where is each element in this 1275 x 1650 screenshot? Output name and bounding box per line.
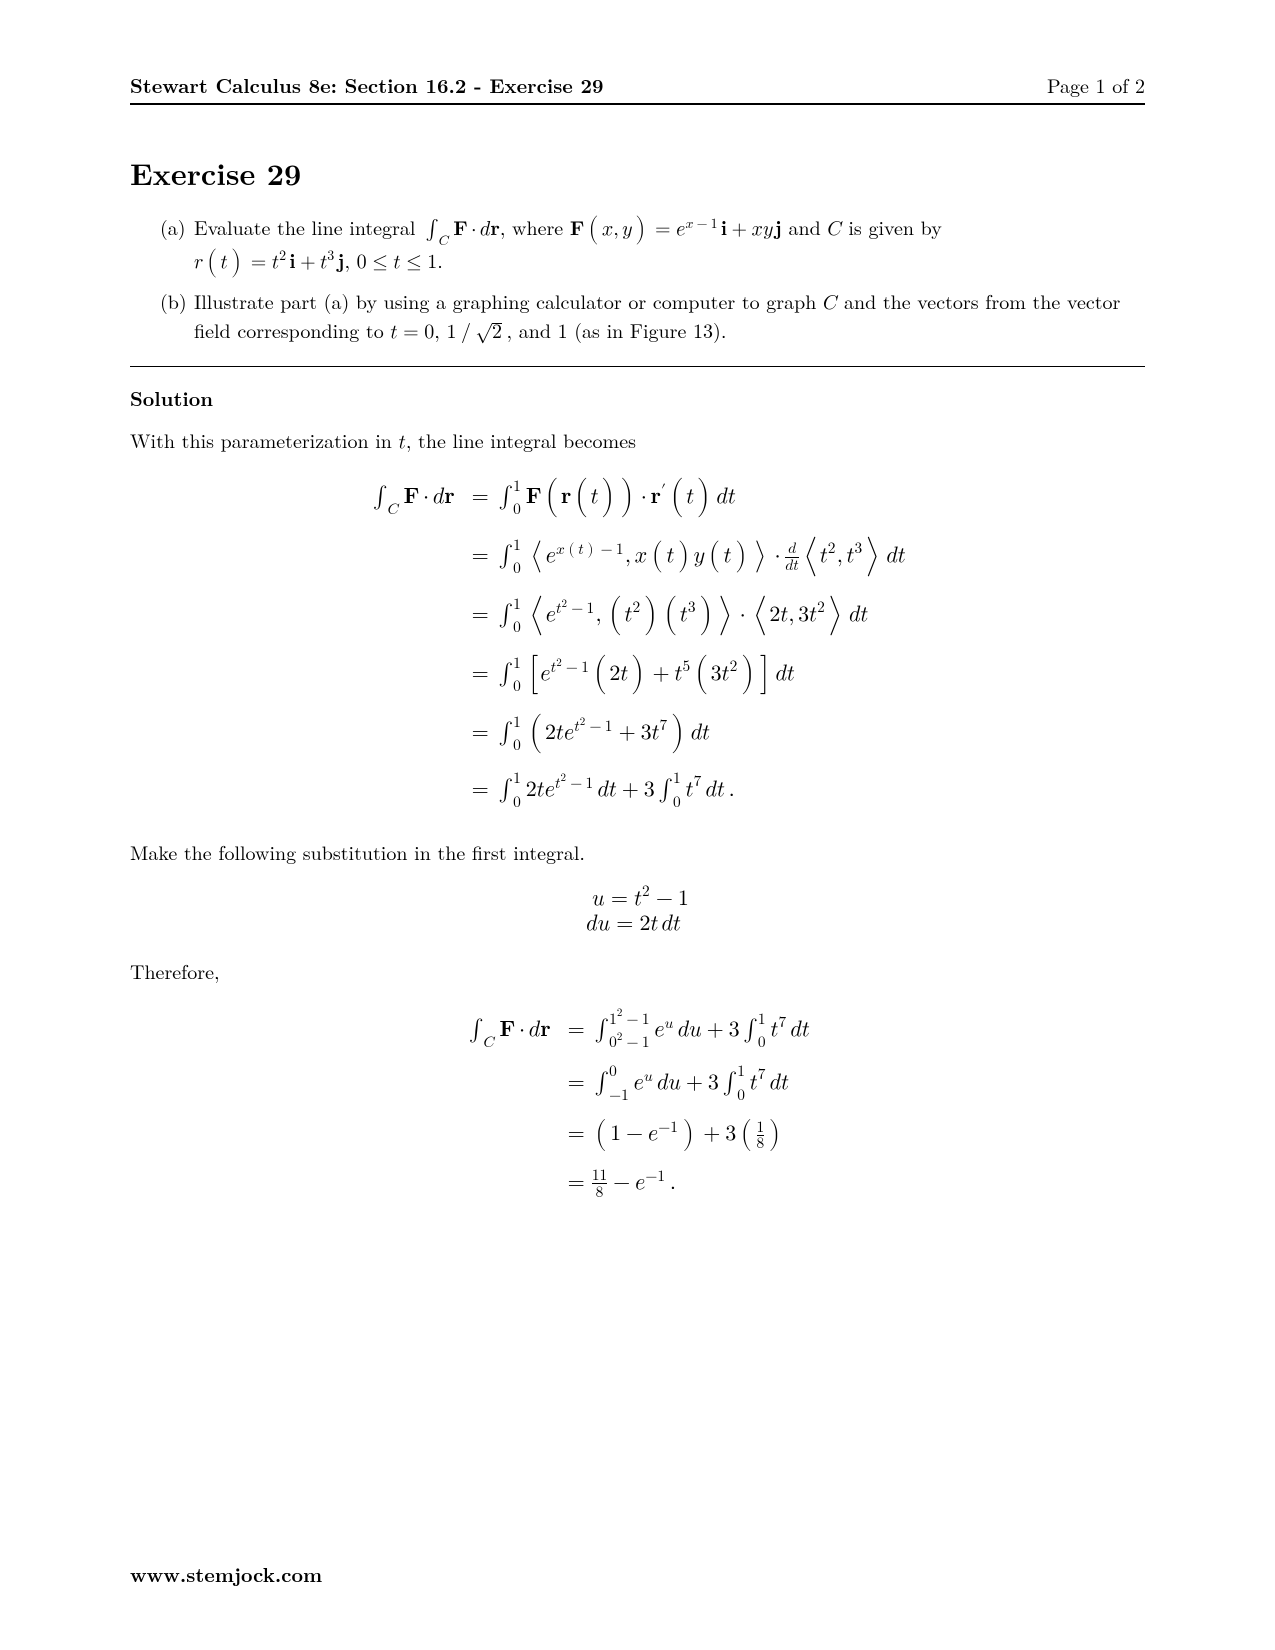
equation-block-1: ∫C𝐅·d𝐫 = ∫01 𝐅(𝐫(t)) ·𝐫′(t) dt = ∫01 ⟨ e… [130,468,1145,816]
header-title: Stewart Calculus 8e: Section 16.2 - Exer… [130,70,603,99]
substitution-note: Make the following substitution in the f… [130,838,1145,866]
part-b-text: Illustrate part (a) by using a graphing … [194,286,1145,344]
footer-url: www.stemjock.com [130,1559,322,1588]
solution-intro: With this parameterization in t, the lin… [130,426,1145,454]
header-page-number: Page 1 of 2 [1047,70,1145,99]
exercise-title: Exercise 29 [130,151,1145,194]
part-b-label: (b) [160,286,194,344]
page-header: Stewart Calculus 8e: Section 16.2 - Exer… [130,70,1145,105]
rule [130,366,1145,367]
part-a-label: (a) [160,212,194,278]
part-b: (b) Illustrate part (a) by using a graph… [160,286,1145,344]
solution-heading: Solution [130,383,1145,412]
problem-statement: (a) Evaluate the line integral ∫C𝐅·d𝐫, w… [160,212,1145,344]
therefore-text: Therefore, [130,957,1145,985]
page: Stewart Calculus 8e: Section 16.2 - Exer… [0,0,1275,1650]
equation-block-2: u=t2−1 du=2tdt [130,880,1145,936]
part-a: (a) Evaluate the line integral ∫C𝐅·d𝐫, w… [160,212,1145,278]
part-a-text: Evaluate the line integral ∫C𝐅·d𝐫, where… [194,212,1145,278]
equation-block-3: ∫C𝐅·d𝐫 = ∫ 02−1 12−1 eudu +3 ∫01 t7dt [130,999,1145,1205]
